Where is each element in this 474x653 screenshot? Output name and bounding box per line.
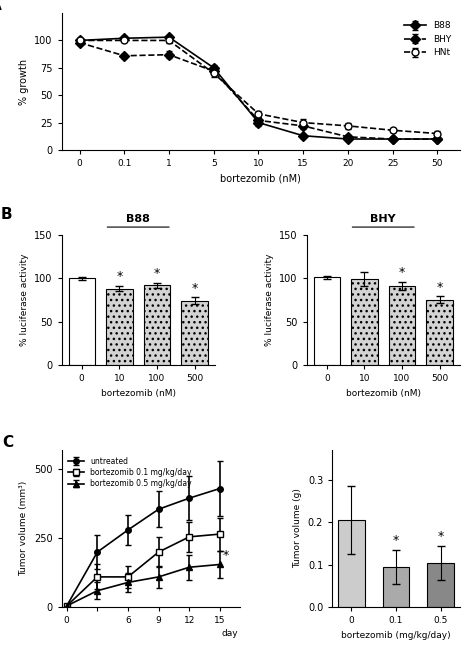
Legend: B88, BHY, HNt: B88, BHY, HNt bbox=[400, 18, 455, 61]
Bar bbox=[338, 520, 365, 607]
X-axis label: bortezomib (nM): bortezomib (nM) bbox=[346, 389, 421, 398]
X-axis label: bortezomib (nM): bortezomib (nM) bbox=[220, 174, 301, 183]
Text: B: B bbox=[0, 207, 12, 222]
Bar bbox=[427, 300, 453, 365]
Y-axis label: Tumor volume (mm³): Tumor volume (mm³) bbox=[19, 481, 28, 576]
X-axis label: bortezomib (nM): bortezomib (nM) bbox=[100, 389, 176, 398]
Bar bbox=[69, 278, 95, 365]
Text: *: * bbox=[393, 534, 399, 547]
Bar bbox=[389, 286, 415, 365]
Y-axis label: Tumor volume (g): Tumor volume (g) bbox=[293, 488, 302, 569]
Text: *: * bbox=[154, 267, 160, 280]
Text: day: day bbox=[222, 629, 238, 638]
Text: C: C bbox=[3, 435, 14, 450]
Y-axis label: % growth: % growth bbox=[18, 59, 28, 104]
X-axis label: bortezomib (mg/kg/day): bortezomib (mg/kg/day) bbox=[341, 631, 451, 640]
Legend: untreated, bortezomib 0.1 mg/kg/day, bortezomib 0.5 mg/kg/day: untreated, bortezomib 0.1 mg/kg/day, bor… bbox=[65, 454, 194, 491]
Bar bbox=[144, 285, 170, 365]
Text: *: * bbox=[399, 266, 405, 279]
Text: *: * bbox=[191, 281, 198, 295]
Bar bbox=[182, 301, 208, 365]
Bar bbox=[427, 564, 454, 607]
Text: BHY: BHY bbox=[370, 214, 396, 225]
Text: *: * bbox=[116, 270, 122, 283]
Text: *: * bbox=[438, 530, 444, 543]
Text: A: A bbox=[0, 0, 2, 13]
Bar bbox=[106, 289, 133, 365]
Text: *: * bbox=[223, 549, 229, 562]
Y-axis label: % luciferase activity: % luciferase activity bbox=[264, 253, 273, 346]
Y-axis label: % luciferase activity: % luciferase activity bbox=[19, 253, 28, 346]
Bar bbox=[383, 567, 410, 607]
Bar bbox=[314, 278, 340, 365]
Text: B88: B88 bbox=[126, 214, 150, 225]
Text: *: * bbox=[437, 281, 443, 294]
Bar bbox=[351, 279, 378, 365]
